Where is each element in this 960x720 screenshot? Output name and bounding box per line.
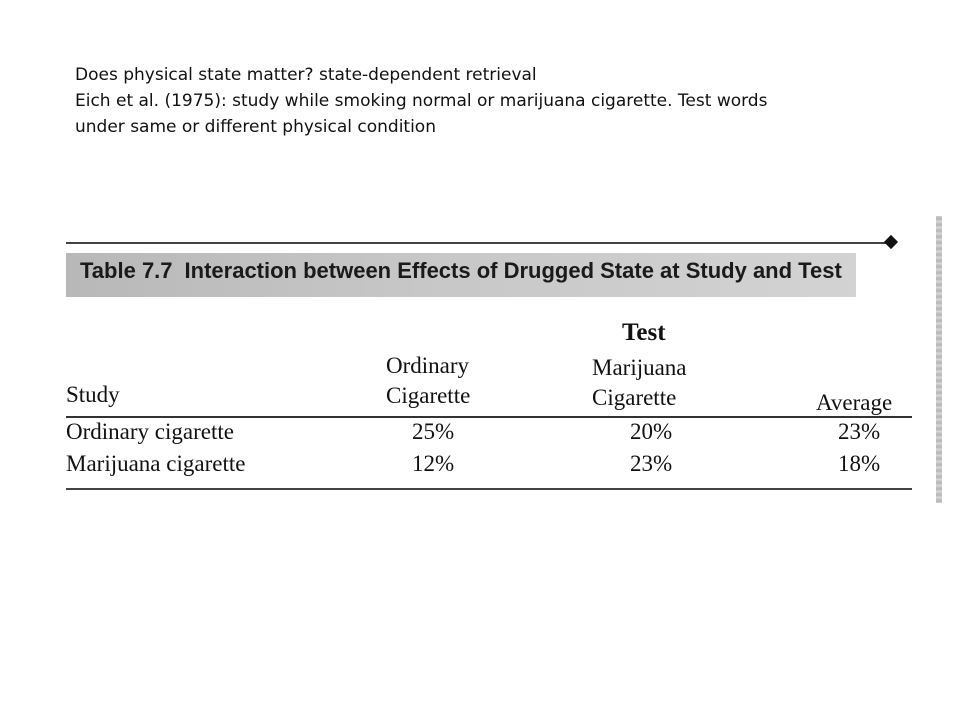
table-cell: 12% [412,451,455,476]
intro-line-2: Eich et al. (1975): study while smoking … [75,91,768,111]
column-header-line: Ordinary [386,353,470,378]
column-header-line: Average [816,390,893,415]
bottom-rule [66,488,912,490]
intro-line-3: under same or different physical conditi… [75,117,436,137]
column-header-marijuana: Marijuana Cigarette [592,353,687,413]
table-cell: 18% [838,451,881,476]
intro-line-1: Does physical state matter? state-depend… [75,65,537,85]
table-number: Table 7.7 [80,258,173,283]
table-caption: Table 7.7 Interaction between Effects of … [80,258,842,284]
diamond-icon [883,234,899,250]
scan-edge [936,216,942,503]
table-cell: 23% [838,419,881,444]
column-header-line: Marijuana [592,355,687,380]
scanned-table: Table 7.7 Interaction between Effects of … [16,216,942,503]
table-title: Interaction between Effects of Drugged S… [184,258,842,283]
row-header-study: Study [66,382,120,407]
row-label-marijuana: Marijuana cigarette [66,451,246,476]
top-rule [66,242,896,244]
table-cell: 23% [630,451,673,476]
header-rule [66,416,912,418]
column-header-line: Cigarette [386,383,471,408]
column-header-line: Cigarette [592,385,677,410]
table-cell: 20% [630,419,673,444]
caption-bar [66,253,856,297]
test-group-header: Test [622,319,666,346]
column-header-average: Average [816,388,892,418]
row-label-ordinary: Ordinary cigarette [66,419,234,444]
intro-text: Does physical state matter? state-depend… [75,62,935,140]
column-header-ordinary: Ordinary Cigarette [386,351,470,411]
table-cell: 25% [412,419,455,444]
